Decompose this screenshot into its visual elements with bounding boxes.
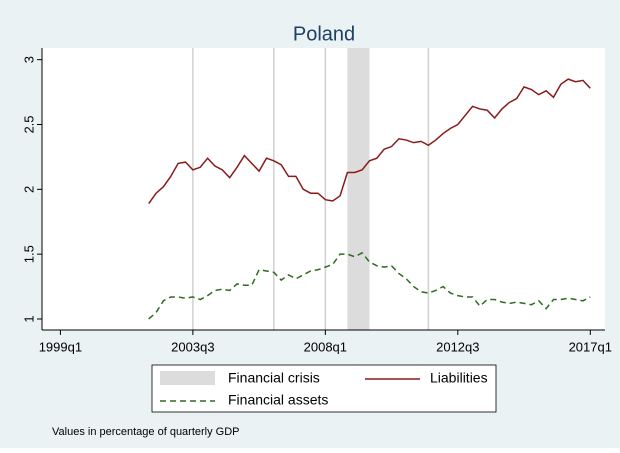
legend-label: Liabilities (430, 370, 488, 386)
crisis-band (347, 48, 370, 330)
chart-title: Poland (293, 23, 355, 45)
x-tick-label: 2017q1 (569, 339, 612, 354)
note: Values in percentage of quarterly GDP (52, 426, 240, 438)
x-tick-label: 2003q3 (171, 339, 214, 354)
legend-swatch (160, 371, 215, 385)
plot-area (42, 48, 605, 330)
y-tick-label: 2.5 (21, 115, 36, 133)
line-series (148, 78, 591, 205)
y-tick-label: 2 (21, 186, 36, 193)
y-tick-label: 1 (21, 315, 36, 322)
y-tick-label: 1.5 (21, 245, 36, 263)
legend-label: Financial crisis (228, 370, 320, 386)
x-tick-label: 2012q3 (436, 339, 479, 354)
x-tick-label: 2008q1 (304, 339, 347, 354)
x-tick-label: 1999q1 (39, 339, 82, 354)
y-tick-label: 3 (21, 56, 36, 63)
legend-label: Financial assets (228, 392, 328, 408)
